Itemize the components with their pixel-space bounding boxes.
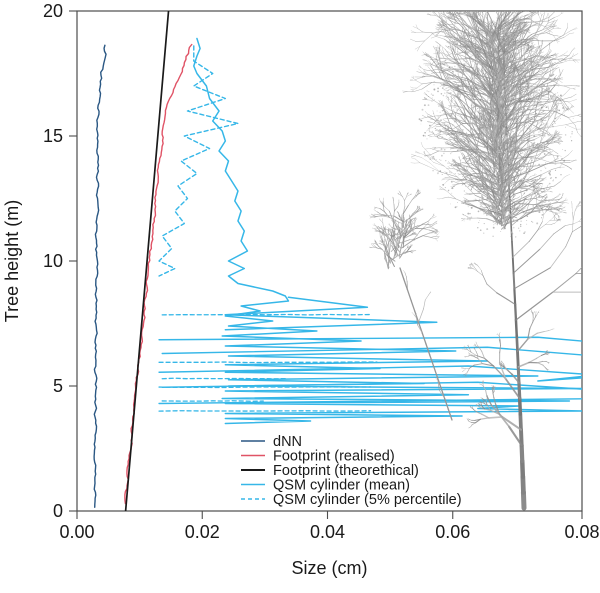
svg-text:20: 20 — [43, 1, 63, 21]
svg-text:15: 15 — [43, 126, 63, 146]
svg-text:Tree height (m): Tree height (m) — [2, 200, 22, 322]
svg-text:0: 0 — [53, 501, 63, 521]
svg-text:5: 5 — [53, 376, 63, 396]
svg-text:0.00: 0.00 — [59, 522, 94, 542]
svg-text:0.04: 0.04 — [310, 522, 345, 542]
svg-text:10: 10 — [43, 251, 63, 271]
svg-text:Size (cm): Size (cm) — [292, 558, 368, 578]
svg-text:0.02: 0.02 — [185, 522, 220, 542]
svg-text:0.06: 0.06 — [435, 522, 470, 542]
svg-text:0.08: 0.08 — [564, 522, 599, 542]
svg-text:QSM cylinder (5% percentile): QSM cylinder (5% percentile) — [273, 492, 462, 508]
